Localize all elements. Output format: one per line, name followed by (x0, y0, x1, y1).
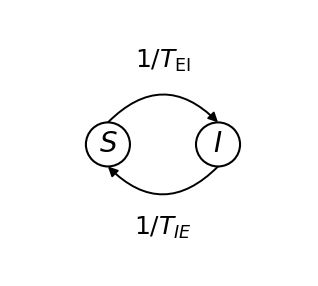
Text: $1/T_{\mathrm{EI}}$: $1/T_{\mathrm{EI}}$ (135, 48, 191, 74)
FancyArrowPatch shape (109, 166, 218, 194)
Text: $S$: $S$ (99, 131, 117, 158)
Circle shape (86, 122, 130, 166)
FancyArrowPatch shape (108, 94, 217, 122)
Circle shape (196, 122, 240, 166)
Text: $I$: $I$ (213, 131, 223, 158)
Text: $1/T_{IE}$: $1/T_{IE}$ (134, 215, 192, 241)
